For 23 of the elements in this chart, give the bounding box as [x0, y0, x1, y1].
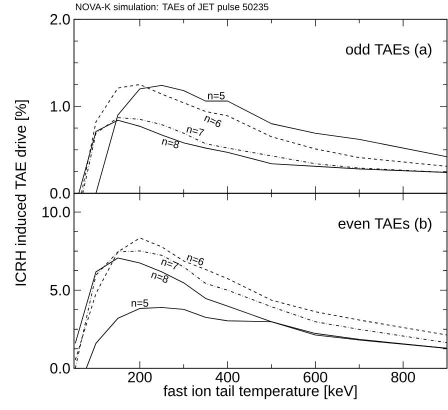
- x-tick-label: 200: [128, 372, 152, 382]
- x-tick-label: 600: [304, 372, 328, 382]
- y-tick-label: 10.0: [42, 206, 70, 218]
- annotation: odd TAEs (a): [346, 44, 432, 58]
- annotation: n=7: [160, 259, 179, 270]
- x-axis-title: fast ion tail temperature [keV]: [164, 385, 357, 400]
- annotation: n=8: [151, 272, 168, 283]
- y-axis-title: ICRH induced TAE drive [%]: [15, 100, 29, 286]
- annotation: n=8: [162, 138, 180, 148]
- annotation: n=5: [208, 92, 225, 100]
- x-tick-label: 800: [391, 372, 415, 382]
- chart-title: NOVA-K simulation: TAEs of JET pulse 50235: [76, 3, 268, 12]
- x-tick-label: 400: [215, 372, 240, 382]
- annotation: n=6: [186, 254, 204, 266]
- annotation: n=5: [132, 299, 148, 307]
- y-tick-label: 2.0: [50, 14, 70, 25]
- annotation: even TAEs (b): [338, 218, 432, 232]
- y-tick-label: 0.0: [50, 188, 70, 199]
- y-tick-label: 0.0: [50, 363, 70, 374]
- annotation: n=6: [204, 116, 222, 128]
- y-tick-label: 1.0: [50, 101, 70, 112]
- annotation: n=7: [186, 126, 204, 136]
- y-tick-label: 5.0: [50, 284, 70, 296]
